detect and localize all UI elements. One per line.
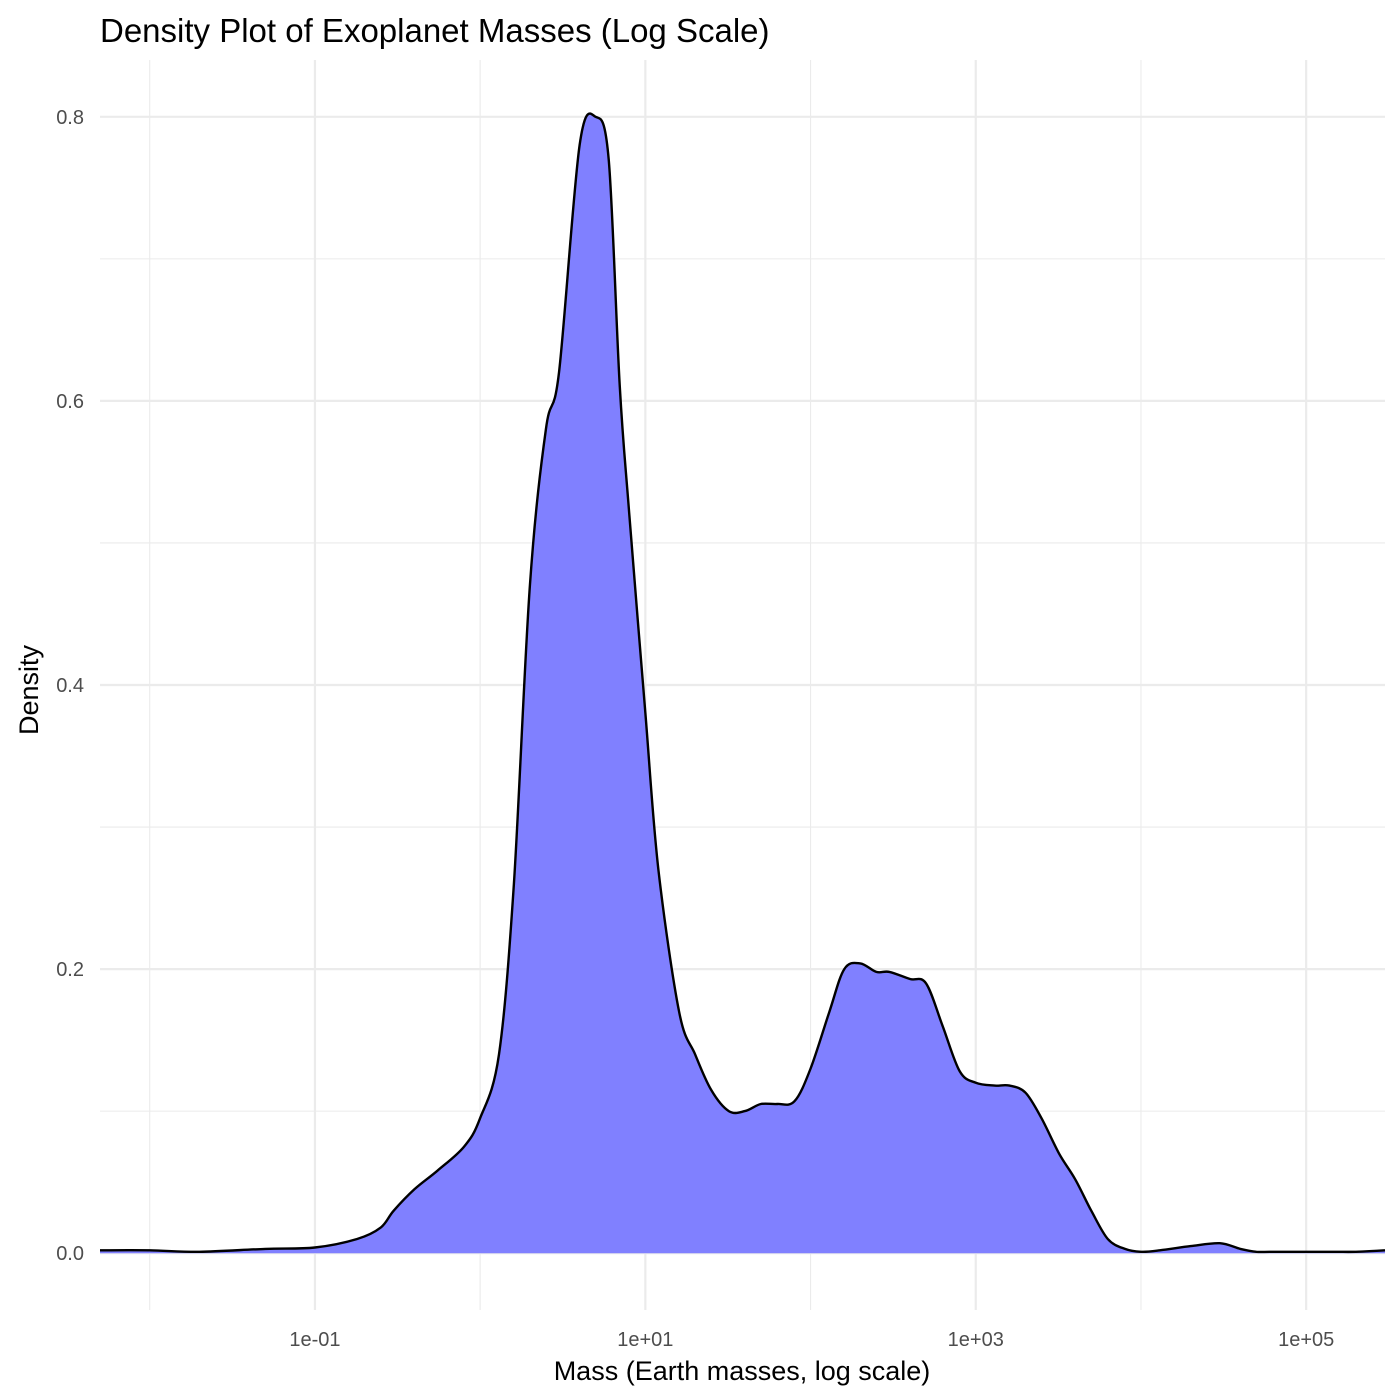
x-tick-label: 1e-01 [289,1329,340,1351]
y-tick-label: 0.6 [56,391,84,413]
density-area [99,112,1386,1254]
y-tick-label: 0.4 [56,675,84,697]
x-axis-ticks: 1e-01 1e+01 1e+03 1e+05 [289,1329,1334,1351]
chart-title: Density Plot of Exoplanet Masses (Log Sc… [100,12,770,49]
x-axis-label: Mass (Earth masses, log scale) [554,1356,931,1386]
y-tick-label: 0.0 [56,1243,84,1265]
y-axis-ticks: 0.0 0.2 0.4 0.6 0.8 [56,107,84,1265]
y-tick-label: 0.2 [56,959,84,981]
y-tick-label: 0.8 [56,107,84,129]
grid [100,60,1385,1310]
x-tick-label: 1e+03 [948,1329,1004,1351]
y-axis-label: Density [14,644,44,735]
x-tick-label: 1e+05 [1278,1329,1334,1351]
density-line [99,112,1386,1254]
x-tick-label: 1e+01 [617,1329,673,1351]
density-fill [100,113,1385,1254]
